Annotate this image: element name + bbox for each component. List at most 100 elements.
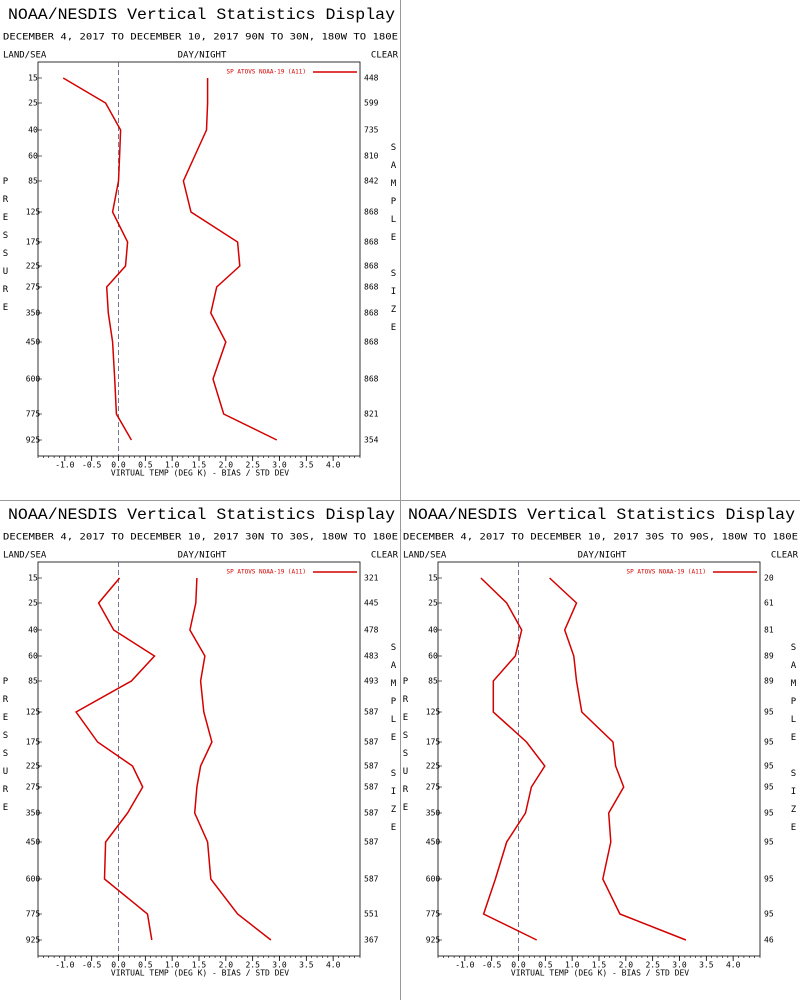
pressure-label: 225 — [26, 762, 41, 771]
pressure-label: 15 — [28, 574, 38, 583]
x-tick-label: -0.5 — [82, 961, 101, 970]
chart-title: NOAA/NESDIS Vertical Statistics Display — [8, 506, 395, 524]
clear-label: CLEAR — [771, 551, 799, 561]
pressure-label: 225 — [26, 262, 41, 271]
x-axis-label: VIRTUAL TEMP (DEG K) - BIAS / STD DEV — [111, 469, 289, 478]
pressure-label: 60 — [28, 152, 38, 161]
x-tick-label: 2.5 — [245, 461, 260, 470]
x-tick-label: 0.0 — [111, 961, 126, 970]
chart-panel: NOAA/NESDIS Vertical Statistics Display D… — [1, 6, 399, 477]
sample-size-label: 868 — [364, 262, 379, 271]
x-tick-label: -1.0 — [455, 961, 474, 970]
x-tick-label: 0.5 — [138, 961, 153, 970]
chart-subtitle: DECEMBER 4, 2017 TO DECEMBER 10, 2017 30… — [3, 533, 398, 543]
sample-size-label: 478 — [364, 626, 379, 635]
x-tick-label: 0.0 — [511, 961, 526, 970]
clear-label: CLEAR — [371, 551, 399, 561]
y2-axis-label: SAMPLE SIZE — [389, 143, 399, 341]
x-tick-label: 2.5 — [645, 961, 660, 970]
sample-size-label: 842 — [364, 177, 379, 186]
sample-size-label: 587 — [364, 783, 379, 792]
sample-size-label: 95 — [764, 738, 774, 747]
profile-line — [549, 577, 687, 941]
y-axis-label: PRESSURE — [1, 677, 11, 821]
legend-entry: SP ATOVS NOAA-19 (A11) — [227, 69, 306, 76]
sample-size-label: 445 — [364, 599, 379, 608]
x-tick-label: 0.5 — [138, 461, 153, 470]
pressure-label: 125 — [26, 708, 41, 717]
y2-axis-label: SAMPLE SIZE — [789, 643, 799, 841]
pressure-label: 60 — [28, 652, 38, 661]
x-tick-label: 0.5 — [538, 961, 553, 970]
profile-line — [480, 577, 546, 941]
pressure-label: 40 — [428, 626, 438, 635]
sample-size-label: 587 — [364, 738, 379, 747]
chart-title: NOAA/NESDIS Vertical Statistics Display — [408, 506, 795, 524]
x-tick-label: 3.5 — [299, 961, 314, 970]
pressure-label: 775 — [26, 910, 41, 919]
sample-size-label: 551 — [364, 910, 379, 919]
pressure-label: 125 — [426, 708, 441, 717]
pressure-label: 40 — [28, 626, 38, 635]
sample-size-label: 868 — [364, 338, 379, 347]
sample-size-label: 868 — [364, 375, 379, 384]
sample-size-label: 868 — [364, 283, 379, 292]
sample-size-label: 354 — [364, 436, 379, 445]
sample-size-label: 587 — [364, 838, 379, 847]
pressure-label: 450 — [26, 338, 41, 347]
sample-size-label: 493 — [364, 677, 379, 686]
pressure-label: 60 — [428, 652, 438, 661]
pressure-label: 25 — [28, 99, 38, 108]
land-sea-label: LAND/SEA — [3, 51, 47, 61]
x-tick-label: 3.0 — [272, 961, 287, 970]
profile-line — [182, 78, 278, 441]
pressure-label: 15 — [28, 74, 38, 83]
sample-size-label: 95 — [764, 809, 774, 818]
sample-size-label: 599 — [364, 99, 379, 108]
pressure-label: 275 — [426, 783, 441, 792]
day-night-label: DAY/NIGHT — [178, 551, 227, 561]
y-axis-label: PRESSURE — [401, 677, 411, 821]
y2-axis-label: SAMPLE SIZE — [389, 643, 399, 841]
pressure-label: 350 — [426, 809, 441, 818]
sample-size-label: 868 — [364, 309, 379, 318]
x-tick-label: 2.0 — [219, 961, 234, 970]
x-tick-label: 1.0 — [165, 461, 180, 470]
pressure-label: 275 — [26, 283, 41, 292]
x-tick-label: 0.0 — [111, 461, 126, 470]
legend-entry: SP ATOVS NOAA-19 (A11) — [227, 569, 306, 576]
pressure-label: 925 — [26, 936, 41, 945]
pressure-label: 600 — [26, 875, 41, 884]
x-tick-label: -0.5 — [482, 961, 501, 970]
sample-size-label: 95 — [764, 910, 774, 919]
pressure-label: 600 — [426, 875, 441, 884]
x-tick-label: 1.5 — [592, 961, 607, 970]
x-tick-label: 1.0 — [565, 961, 580, 970]
pressure-label: 775 — [426, 910, 441, 919]
x-axis-label: VIRTUAL TEMP (DEG K) - BIAS / STD DEV — [511, 969, 689, 978]
pressure-label: 450 — [26, 838, 41, 847]
sample-size-label: 95 — [764, 708, 774, 717]
pressure-label: 175 — [26, 238, 41, 247]
sample-size-label: 868 — [364, 238, 379, 247]
day-night-label: DAY/NIGHT — [178, 51, 227, 61]
sample-size-label: 89 — [764, 652, 774, 661]
profile-line — [189, 577, 272, 941]
x-tick-label: 2.0 — [619, 961, 634, 970]
sample-size-label: 61 — [764, 599, 774, 608]
pressure-label: 85 — [28, 677, 38, 686]
sample-size-label: 95 — [764, 875, 774, 884]
pressure-label: 175 — [426, 738, 441, 747]
sample-size-label: 20 — [764, 574, 774, 583]
chart-panel: NOAA/NESDIS Vertical Statistics Display D… — [1, 506, 399, 977]
sample-size-label: 587 — [364, 875, 379, 884]
x-tick-label: 2.0 — [219, 461, 234, 470]
chart-subtitle: DECEMBER 4, 2017 TO DECEMBER 10, 2017 90… — [3, 33, 398, 43]
sample-size-label: 587 — [364, 809, 379, 818]
pressure-label: 25 — [28, 599, 38, 608]
pressure-label: 925 — [26, 436, 41, 445]
x-axis-label: VIRTUAL TEMP (DEG K) - BIAS / STD DEV — [111, 969, 289, 978]
x-tick-label: 3.5 — [299, 461, 314, 470]
sample-size-label: 95 — [764, 762, 774, 771]
